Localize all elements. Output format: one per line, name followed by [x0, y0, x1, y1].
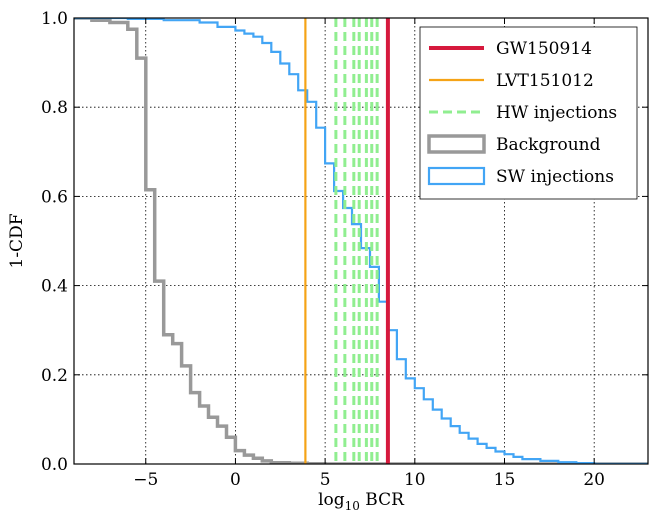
y-tick-label: 0.0 — [41, 455, 68, 475]
vertical-lines — [304, 18, 390, 464]
x-tick-label: −5 — [133, 470, 158, 490]
x-tick-label: 5 — [320, 470, 331, 490]
legend-label: Background — [496, 135, 601, 155]
legend-label: GW150914 — [496, 39, 592, 59]
x-axis-label: log10 BCR — [318, 490, 405, 513]
y-tick-label: 0.2 — [41, 366, 68, 386]
legend-label: HW injections — [496, 103, 617, 123]
legend-swatch — [427, 166, 486, 186]
plot-frame — [73, 17, 649, 465]
y-axis-label: 1-CDF — [7, 213, 27, 268]
x-tick-label: 10 — [404, 470, 426, 490]
legend: GW150914 LVT151012 HW injections Background… — [419, 26, 638, 200]
x-tick-label: 0 — [230, 470, 241, 490]
y-tick-label: 1.0 — [41, 9, 68, 29]
x-tick-label: 15 — [494, 470, 516, 490]
legend-box — [419, 26, 638, 200]
legend-swatch — [427, 134, 486, 154]
y-tick-label: 0.6 — [41, 187, 68, 207]
y-tick-label: 0.4 — [41, 277, 68, 297]
y-tick-label: 0.8 — [41, 98, 68, 118]
axis-ticks: −5 0 5 10 15 20 0.0 0.2 0.4 0.6 0.8 1.0 — [41, 9, 648, 490]
background-series — [74, 18, 648, 464]
plot-area — [74, 18, 648, 464]
legend-label: LVT151012 — [496, 71, 594, 91]
legend-label: SW injections — [496, 167, 614, 187]
x-tick-label: 20 — [583, 470, 605, 490]
sw-injections-series — [74, 18, 648, 464]
